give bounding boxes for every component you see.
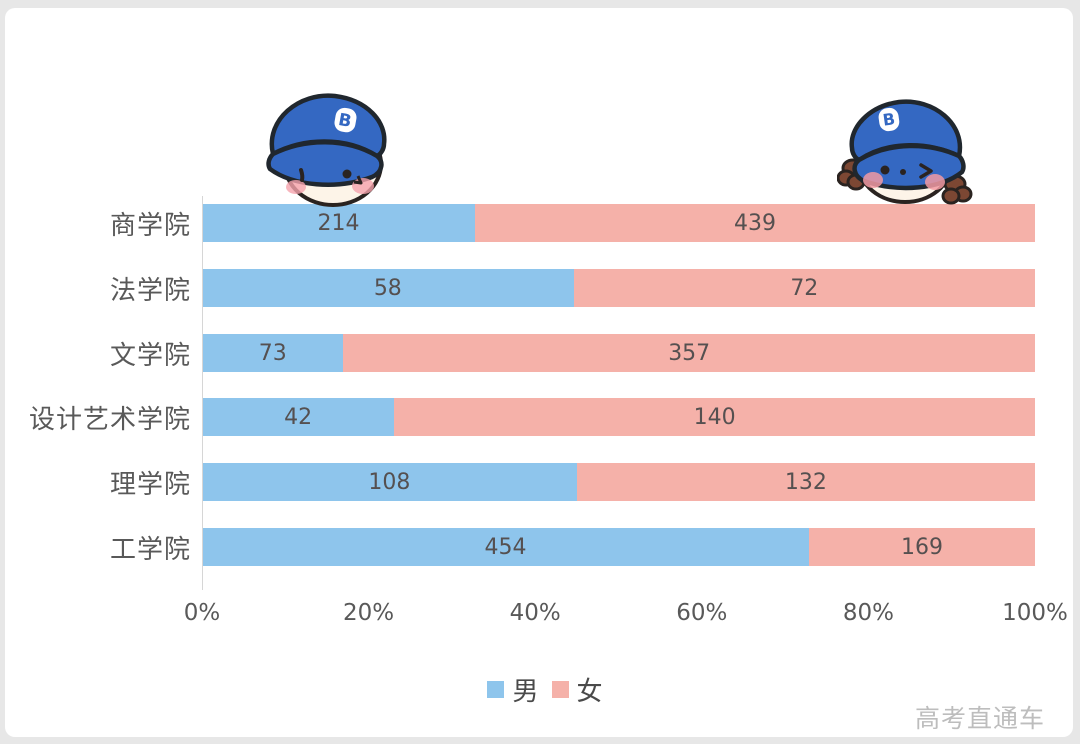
legend-female-swatch xyxy=(551,681,569,698)
segment-value-label: 73 xyxy=(258,340,287,366)
bar-segment-female: 357 xyxy=(343,334,1035,372)
stacked-bar: 214 439 xyxy=(202,204,1035,242)
segment-value-label: 214 xyxy=(317,210,360,236)
x-axis-tick-label: 100% xyxy=(1002,600,1068,626)
segment-value-label: 169 xyxy=(901,534,943,560)
chart-card: B B xyxy=(5,8,1073,737)
bar-segment-female: 439 xyxy=(474,204,1035,242)
bar-segment-male: 42 xyxy=(202,398,395,436)
chart-legend: 男 女 xyxy=(5,671,1080,708)
x-axis-tick-label: 80% xyxy=(842,600,894,626)
watermark: 高考直通车 xyxy=(914,704,1045,733)
category-label: 商学院 xyxy=(109,210,191,241)
segment-value-label: 42 xyxy=(284,404,313,430)
legend-item-female: 女 xyxy=(551,671,603,708)
boy-with-blue-cap-icon: B xyxy=(266,93,387,207)
category-label: 文学院 xyxy=(109,340,191,371)
girl-with-blue-cap-pigtails-icon: B xyxy=(837,99,973,205)
stacked-bar: 73 357 xyxy=(202,334,1035,372)
segment-value-label: 132 xyxy=(784,469,827,495)
segment-value-label: 140 xyxy=(693,404,736,430)
bar-segment-male: 58 xyxy=(202,269,574,307)
segment-value-label: 108 xyxy=(368,469,411,495)
category-label: 工学院 xyxy=(109,534,191,565)
bar-segment-male: 214 xyxy=(202,204,475,242)
legend-item-male: 男 xyxy=(487,671,539,708)
bar-segment-male: 73 xyxy=(202,334,344,372)
svg-text:B: B xyxy=(882,109,897,130)
category-label: 法学院 xyxy=(109,275,191,306)
segment-value-label: 58 xyxy=(373,275,402,301)
segment-value-label: 439 xyxy=(733,210,776,236)
bar-segment-male: 108 xyxy=(202,463,577,501)
x-axis-tick-label: 60% xyxy=(676,600,728,626)
category-label: 设计艺术学院 xyxy=(28,404,191,435)
y-axis-line xyxy=(202,196,203,590)
x-axis-tick-label: 20% xyxy=(343,600,395,626)
stacked-bar: 108 132 xyxy=(202,463,1035,501)
legend-male-swatch xyxy=(487,681,505,698)
stacked-bar: 454 169 xyxy=(202,528,1035,566)
x-axis-tick-label: 0% xyxy=(183,600,221,626)
stacked-bar: 42 140 xyxy=(202,398,1035,436)
x-axis-tick-label: 40% xyxy=(509,600,561,626)
segment-value-label: 454 xyxy=(484,534,527,560)
stacked-bar: 58 72 xyxy=(202,269,1035,307)
bar-segment-female: 132 xyxy=(576,463,1035,501)
bar-segment-male: 454 xyxy=(202,528,810,566)
category-label: 理学院 xyxy=(109,469,191,500)
legend-female-label: 女 xyxy=(576,677,603,707)
svg-text:B: B xyxy=(337,110,353,132)
bar-segment-female: 169 xyxy=(809,528,1035,566)
bar-segment-female: 72 xyxy=(573,269,1035,307)
segment-value-label: 72 xyxy=(790,275,819,301)
bar-segment-female: 140 xyxy=(394,398,1035,436)
legend-male-label: 男 xyxy=(512,677,539,707)
segment-value-label: 357 xyxy=(668,340,711,366)
